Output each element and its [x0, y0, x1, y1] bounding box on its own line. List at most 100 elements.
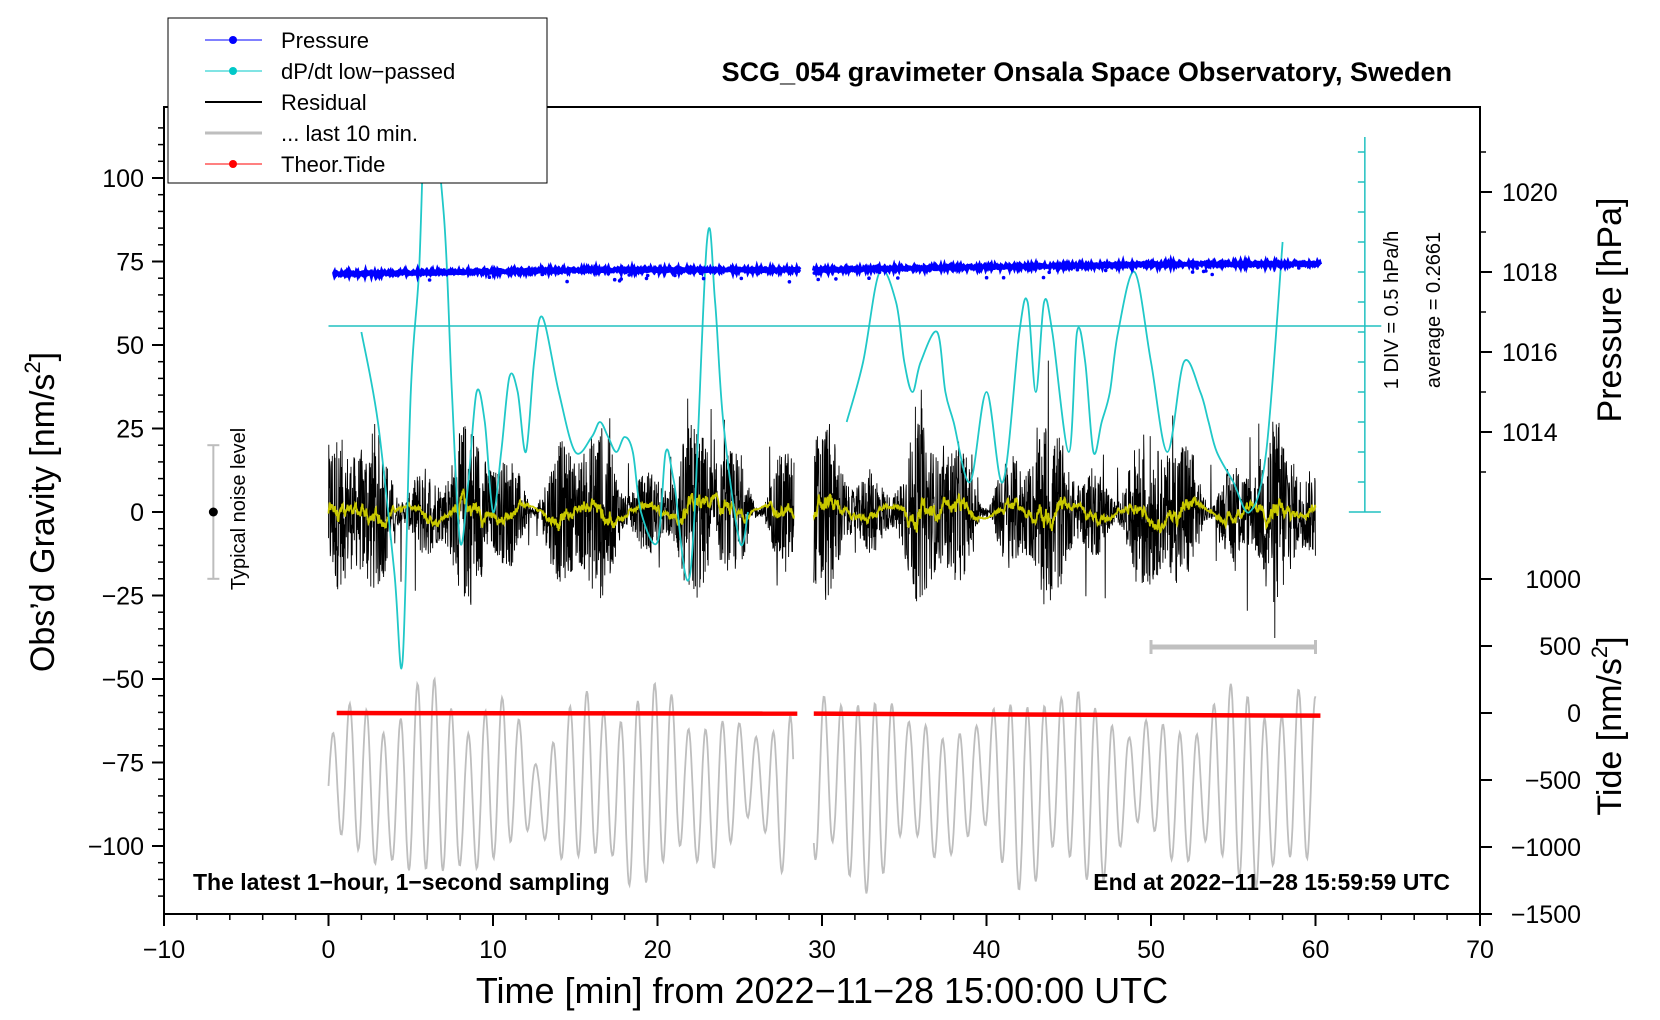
- tide-tick-label: 0: [1567, 700, 1581, 728]
- pressure-axis: 1020 1018 1016 1014: [1480, 151, 1558, 473]
- pressure-point: [1001, 275, 1006, 280]
- tide-tick-label: −500: [1525, 767, 1581, 795]
- x-tick-label: 40: [973, 936, 1001, 964]
- series-residual-smoothed: [327, 488, 1317, 534]
- residual-line: [328, 398, 795, 605]
- series-residual: [328, 360, 1316, 639]
- pressure-axis-label: Pressure [hPa]: [1591, 198, 1629, 423]
- pressure-point: [487, 275, 492, 280]
- legend-label: Residual: [281, 90, 367, 115]
- chart-title: SCG_054 gravimeter Onsala Space Observat…: [722, 57, 1452, 87]
- x-tick-label: 20: [644, 936, 672, 964]
- footer-sampling-note: The latest 1−hour, 1−second sampling: [193, 869, 610, 895]
- pressure-tick-label: 1014: [1502, 419, 1558, 447]
- legend-label: Pressure: [281, 28, 369, 53]
- residual-line: [813, 360, 1316, 639]
- pressure-point: [1075, 267, 1080, 272]
- left-y-tick-label: −50: [102, 666, 144, 694]
- series-dpdt: [360, 90, 1284, 670]
- tide-tick-label: 500: [1539, 633, 1581, 661]
- pressure-point: [1207, 265, 1211, 269]
- pressure-point: [1201, 269, 1206, 274]
- tide-axis: 1000 500 0 −500 −1000 −1500: [1480, 566, 1581, 929]
- x-axis-label: Time [min] from 2022−11−28 15:00:00 UTC: [476, 970, 1168, 1011]
- pressure-tick-label: 1020: [1502, 179, 1558, 207]
- left-y-tick-label: 0: [130, 499, 144, 527]
- x-tick-label: 30: [808, 936, 836, 964]
- pressure-point: [816, 277, 820, 282]
- pressure-point: [1041, 275, 1046, 280]
- left-y-tick-label: −25: [102, 583, 144, 611]
- series-pressure: [331, 254, 1323, 284]
- legend-marker: [229, 36, 237, 44]
- tide-axis-label: Tide [nm/s2]: [1587, 636, 1629, 815]
- tide-line: [336, 710, 798, 716]
- pressure-point: [755, 272, 760, 276]
- left-y-axis-label: Obs’d Gravity [nm/s2]: [20, 352, 62, 672]
- pressure-point: [1190, 270, 1195, 274]
- pressure-point: [896, 276, 900, 280]
- pressure-point: [867, 276, 871, 281]
- pressure-point: [565, 279, 569, 284]
- dpdt-scale-label: 1 DIV = 0.5 hPa/h: [1381, 231, 1403, 389]
- pressure-point: [619, 277, 623, 281]
- left-y-tick-label: 100: [102, 165, 144, 193]
- pressure-point: [1144, 266, 1149, 270]
- dpdt-line: [360, 90, 749, 670]
- x-tick-label: 0: [322, 936, 336, 964]
- pressure-point: [1210, 272, 1214, 277]
- legend-marker: [229, 160, 237, 168]
- pressure-point: [877, 270, 882, 275]
- last10-line: [327, 676, 795, 889]
- x-tick-label: 70: [1466, 936, 1494, 964]
- x-axis: −10 0 10 20 30 40 50 60 70: [143, 914, 1494, 964]
- pressure-point: [812, 271, 817, 275]
- pressure-point: [540, 272, 544, 277]
- x-tick-label: 50: [1137, 936, 1165, 964]
- legend-label: dP/dt low−passed: [281, 59, 455, 84]
- pressure-point: [698, 271, 703, 276]
- pressure-point: [612, 277, 617, 282]
- tide-line: [813, 711, 1321, 718]
- left-y-tick-label: 75: [116, 249, 144, 277]
- pressure-point: [739, 276, 744, 281]
- last10-line: [812, 683, 1317, 894]
- pressure-point: [1103, 268, 1108, 273]
- last-10-min-range-bar: [1149, 640, 1317, 654]
- pressure-point: [645, 273, 650, 278]
- pressure-point: [816, 272, 821, 276]
- x-tick-label: −10: [143, 936, 185, 964]
- pressure-point: [427, 278, 432, 282]
- tide-tick-label: −1000: [1511, 834, 1581, 862]
- pressure-point: [606, 271, 611, 276]
- legend: Pressure dP/dt low−passed Residual ... last…: [167, 17, 548, 184]
- pressure-point: [984, 275, 989, 280]
- pressure-point: [1256, 265, 1260, 269]
- pressure-point: [787, 280, 792, 284]
- pressure-point: [1297, 266, 1301, 270]
- legend-label: ... last 10 min.: [281, 121, 418, 146]
- left-y-axis: 100 75 50 25 0 −25 −50 −75 −100: [88, 127, 164, 897]
- pressure-point: [627, 273, 631, 277]
- legend-marker: [229, 67, 237, 75]
- left-y-tick-label: −75: [102, 750, 144, 778]
- footer-end-time: End at 2022−11−28 15:59:59 UTC: [1093, 869, 1450, 895]
- tide-tick-label: 1000: [1525, 566, 1581, 594]
- residual-smoothed-line: [327, 488, 795, 532]
- x-tick-label: 10: [479, 936, 507, 964]
- left-y-tick-label: −100: [88, 833, 144, 861]
- noise-level-label: Typical noise level: [228, 428, 250, 590]
- pressure-point: [834, 277, 838, 281]
- noise-bar-center: [208, 507, 218, 517]
- residual-smoothed-line: [812, 492, 1317, 534]
- noise-level-bar: [207, 444, 220, 580]
- legend-label: Theor.Tide: [281, 152, 385, 177]
- pressure-line: [811, 254, 1323, 279]
- dpdt-line: [845, 241, 1284, 514]
- tide-tick-label: −1500: [1511, 901, 1581, 929]
- pressure-point: [1195, 266, 1199, 270]
- series-theor-tide: [336, 710, 1321, 718]
- pressure-tick-label: 1018: [1502, 259, 1558, 287]
- pressure-point: [701, 276, 706, 281]
